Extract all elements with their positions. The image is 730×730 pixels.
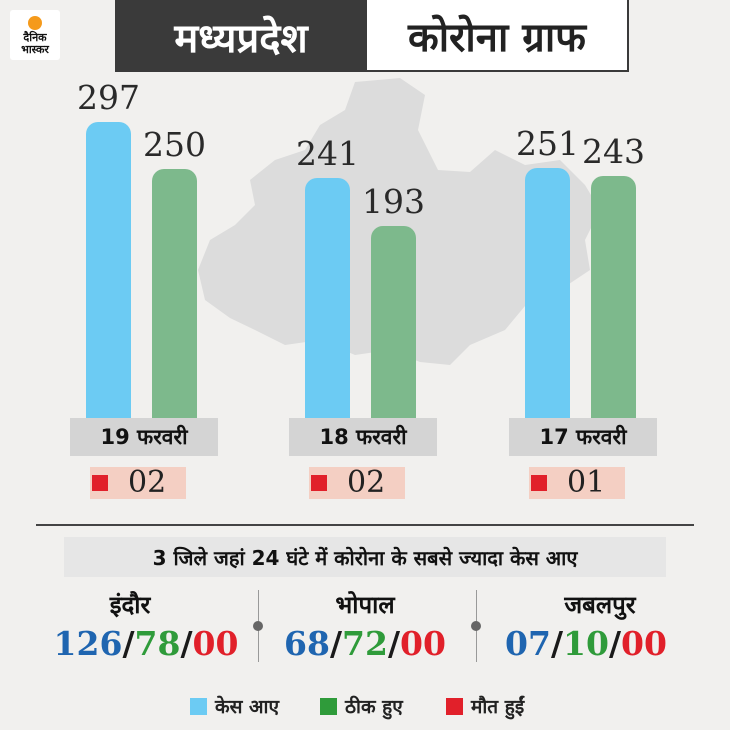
district-recovered: 72 [342,624,388,663]
stat-separator: / [387,624,401,663]
logo-line2: भास्कर [21,43,49,56]
district-cases: 126 [53,624,123,663]
value-label-cases: 241 [296,133,359,173]
bar-cases [525,167,570,418]
value-label-cases: 251 [516,123,579,163]
value-label-recovered: 193 [362,181,425,221]
stat-separator: / [122,624,135,663]
district-name-jabalpur: जबलपुर [564,591,636,619]
bar-cases [86,122,131,418]
district-deaths: 00 [400,624,446,663]
category-label: 19 फरवरी [70,418,218,456]
dainik-bhaskar-logo: दैनिक भास्कर [10,10,60,60]
deaths-marker [92,475,108,491]
district-cases: 07 [505,624,551,663]
value-label-recovered: 250 [143,124,206,164]
legend-deaths: मौत हुईं [446,693,524,719]
district-cases: 68 [284,624,330,663]
district-stats-indore: 126/78/00 [36,624,256,663]
bar-recovered [371,225,416,418]
value-label-cases: 297 [77,78,140,117]
deaths-marker [311,475,327,491]
district-recovered: 78 [134,624,181,663]
legend-cases: केस आए [190,693,279,719]
bar-cases [305,177,350,418]
district-deaths: 00 [192,624,239,663]
logo-line1: दैनिक [23,31,47,44]
title-state: मध्यप्रदेश [115,0,367,72]
district-stats-jabalpur: 07/10/00 [476,624,696,663]
legend-swatch-deaths [446,697,463,715]
district-stats-bhopal: 68/72/00 [255,624,475,663]
legend-swatch-recovered [320,697,337,715]
districts-title: 3 जिले जहां 24 घंटे में कोरोना के सबसे ज… [64,537,666,577]
separator-dot [471,621,481,631]
legend-label-cases: केस आए [215,696,279,718]
category-label: 18 फरवरी [289,418,437,456]
deaths-value: 01 [567,465,606,500]
value-label-recovered: 243 [582,131,645,171]
stat-separator: / [329,624,343,663]
bar-recovered [591,175,636,418]
stat-separator: / [180,624,193,663]
separator-dot [253,621,263,631]
district-deaths: 00 [621,624,667,663]
category-label: 17 फरवरी [509,418,657,456]
stat-separator: / [550,624,564,663]
district-recovered: 10 [563,624,609,663]
deaths-value: 02 [347,465,386,500]
deaths-value: 02 [128,465,167,500]
sun-icon [28,16,42,30]
title-graph: कोरोना ग्राफ [367,0,629,72]
legend-label-recovered: ठीक हुए [345,696,403,718]
deaths-marker [531,475,547,491]
legend-swatch-cases [190,697,207,715]
legend-recovered: ठीक हुए [320,693,403,719]
divider [36,524,694,526]
district-name-indore: इंदौर [109,591,151,619]
legend-label-deaths: मौत हुईं [471,696,525,718]
bar-recovered [152,168,197,418]
district-name-bhopal: भोपाल [335,591,395,619]
stat-separator: / [608,624,622,663]
